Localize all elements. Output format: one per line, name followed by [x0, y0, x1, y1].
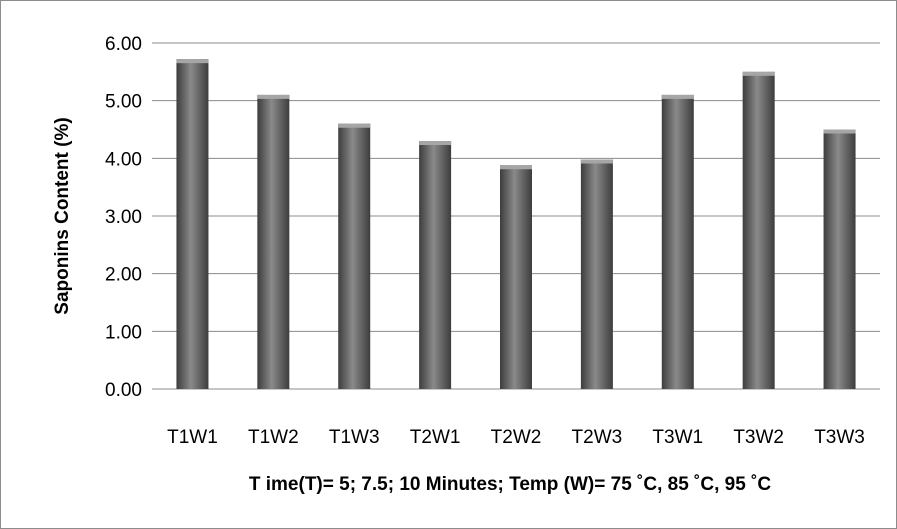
- bar-t2w3: [580, 159, 613, 389]
- bar-t3w3: [823, 129, 856, 389]
- x-tick-label: T2W1: [410, 427, 461, 448]
- y-tick-label: 0.00: [105, 380, 142, 401]
- bar-top-t2w2: [500, 165, 532, 170]
- bar-top-t1w2: [257, 94, 290, 99]
- bar-top-t3w2: [742, 71, 775, 76]
- y-tick-label: 4.00: [105, 149, 142, 170]
- x-tick-label: T1W2: [248, 427, 299, 448]
- bar-top-t1w1: [176, 59, 209, 64]
- bar-t1w1: [176, 59, 209, 389]
- bar-t3w2: [742, 71, 775, 389]
- bar-top-t2w1: [419, 141, 452, 146]
- bar-t2w1: [419, 141, 452, 389]
- x-tick-label: T2W3: [572, 427, 623, 448]
- y-tick-labels: 0.00 1.00 2.00 3.00 4.00 5.00 6.00: [105, 34, 142, 401]
- x-tick-labels: T1W1 T1W2 T1W3 T2W1 T2W2 T2W3 T3W1 T3W2 T3W3: [167, 427, 865, 448]
- bar-t2w2: [500, 165, 532, 389]
- bars: [176, 59, 856, 390]
- x-tick-label: T2W2: [491, 427, 542, 448]
- bar-t3w1: [661, 94, 694, 390]
- bar-t1w3: [338, 123, 371, 389]
- x-tick-label: T3W3: [814, 427, 865, 448]
- y-tick-label: 6.00: [105, 34, 142, 55]
- x-tick-label: T1W3: [329, 427, 380, 448]
- bar-top-t3w1: [661, 94, 694, 99]
- bar-top-t3w3: [823, 129, 856, 134]
- x-tick-label: T3W1: [652, 427, 703, 448]
- y-tick-label: 5.00: [105, 92, 142, 113]
- x-axis-title: T ime(T)= 5; 7.5; 10 Minutes; Temp (W)= …: [249, 474, 772, 495]
- bar-top-t2w3: [580, 159, 613, 164]
- x-tick-label: T1W1: [167, 427, 218, 448]
- y-axis-title: Saponins Content (%): [52, 117, 73, 314]
- bar-t1w2: [257, 94, 290, 390]
- y-tick-label: 1.00: [105, 322, 142, 343]
- bar-top-t1w3: [338, 123, 371, 128]
- y-tick-label: 3.00: [105, 207, 142, 228]
- x-tick-label: T3W2: [733, 427, 784, 448]
- y-tick-label: 2.00: [105, 265, 142, 286]
